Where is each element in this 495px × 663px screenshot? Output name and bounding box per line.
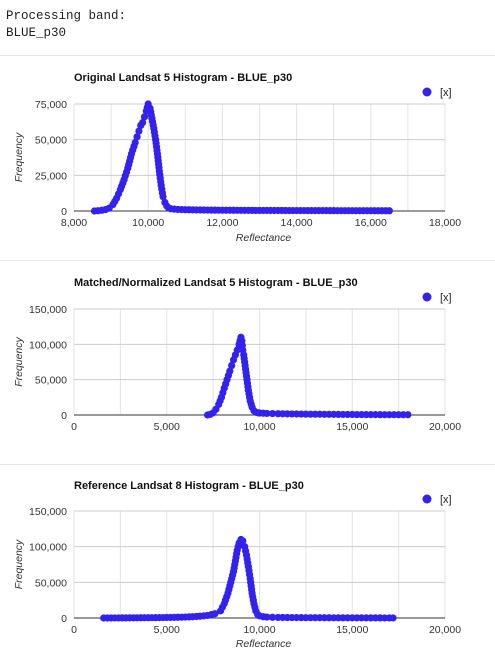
x-tick-label: 15,000	[336, 624, 368, 636]
x-axis-label: Reflectance	[236, 638, 292, 650]
x-tick-label: 8,000	[61, 217, 87, 229]
data-point[interactable]	[139, 118, 147, 127]
y-tick-label: 50,000	[35, 375, 67, 387]
x-tick-label: 12,000	[206, 217, 238, 229]
y-axis-label: Frequency	[13, 132, 25, 182]
y-tick-label: 50,000	[35, 135, 67, 147]
y-tick-label: 0	[61, 206, 67, 218]
x-tick-label: 0	[71, 421, 77, 433]
data-series	[203, 333, 412, 419]
x-tick-label: 14,000	[281, 217, 313, 229]
legend-label: [x]	[440, 87, 452, 99]
x-tick-label: 18,000	[429, 217, 461, 229]
x-tick-label: 10,000	[243, 421, 275, 433]
data-point[interactable]	[385, 207, 393, 215]
data-point[interactable]	[239, 537, 247, 545]
data-point[interactable]	[211, 610, 219, 618]
legend-label: [x]	[440, 494, 452, 506]
legend-marker	[422, 87, 432, 97]
legend[interactable]: [x]	[422, 494, 452, 506]
y-tick-label: 150,000	[29, 304, 67, 316]
data-series	[90, 100, 393, 215]
y-tick-label: 50,000	[35, 577, 67, 589]
x-tick-label: 15,000	[336, 421, 368, 433]
data-point[interactable]	[268, 409, 277, 418]
y-tick-label: 25,000	[35, 170, 67, 182]
chart-title: Reference Landsat 8 Histogram - BLUE_p30	[74, 480, 304, 492]
y-tick-label: 75,000	[35, 99, 67, 111]
x-tick-label: 10,000	[132, 217, 164, 229]
data-point[interactable]	[389, 614, 397, 622]
data-point[interactable]	[226, 367, 234, 375]
data-point[interactable]	[131, 138, 139, 147]
y-tick-label: 100,000	[29, 339, 67, 351]
data-point[interactable]	[404, 411, 412, 419]
chart-panel-original: Original Landsat 5 Histogram - BLUE_p30 […	[0, 58, 495, 258]
console-output: Processing band: BLUE_p30	[6, 8, 126, 42]
data-point[interactable]	[233, 346, 241, 354]
data-series	[100, 535, 397, 622]
original-histogram-chart: Original Landsat 5 Histogram - BLUE_p30 […	[13, 72, 461, 244]
x-tick-label: 20,000	[429, 421, 461, 433]
y-tick-label: 100,000	[29, 542, 67, 554]
data-point[interactable]	[159, 193, 167, 201]
legend[interactable]: [x]	[422, 87, 452, 99]
matched-histogram-chart: Matched/Normalized Landsat 5 Histogram -…	[13, 277, 461, 433]
x-tick-label: 10,000	[243, 624, 275, 636]
x-tick-label: 5,000	[154, 421, 180, 433]
y-axis-label: Frequency	[13, 336, 25, 386]
data-point[interactable]	[263, 613, 271, 621]
divider	[0, 464, 495, 465]
data-point[interactable]	[263, 409, 271, 418]
y-axis-label: Frequency	[13, 539, 25, 589]
legend-marker	[422, 292, 432, 302]
legend-marker	[422, 494, 432, 504]
data-point[interactable]	[268, 613, 277, 621]
x-tick-label: 20,000	[429, 624, 461, 636]
divider	[0, 55, 495, 56]
x-axis-label: Reflectance	[236, 232, 292, 244]
console-line-1: Processing band:	[6, 9, 127, 23]
console-line-2: BLUE_p30	[6, 26, 67, 40]
reference-histogram-chart: Reference Landsat 8 Histogram - BLUE_p30…	[13, 480, 461, 650]
chart-title: Original Landsat 5 Histogram - BLUE_p30	[74, 72, 292, 84]
y-tick-label: 0	[61, 410, 67, 422]
legend[interactable]: [x]	[422, 292, 452, 304]
x-tick-label: 5,000	[154, 624, 180, 636]
x-tick-label: 16,000	[355, 217, 387, 229]
legend-label: [x]	[440, 292, 452, 304]
data-point[interactable]	[228, 361, 236, 370]
divider	[0, 260, 495, 261]
data-point[interactable]	[140, 113, 149, 121]
chart-title: Matched/Normalized Landsat 5 Histogram -…	[74, 277, 358, 289]
data-point[interactable]	[135, 127, 143, 135]
data-point[interactable]	[133, 133, 141, 141]
chart-panel-matched: Matched/Normalized Landsat 5 Histogram -…	[0, 263, 495, 463]
chart-panel-reference: Reference Landsat 8 Histogram - BLUE_p30…	[0, 467, 495, 658]
y-tick-label: 0	[61, 613, 67, 625]
x-tick-label: 0	[71, 624, 77, 636]
y-tick-label: 150,000	[29, 506, 67, 518]
